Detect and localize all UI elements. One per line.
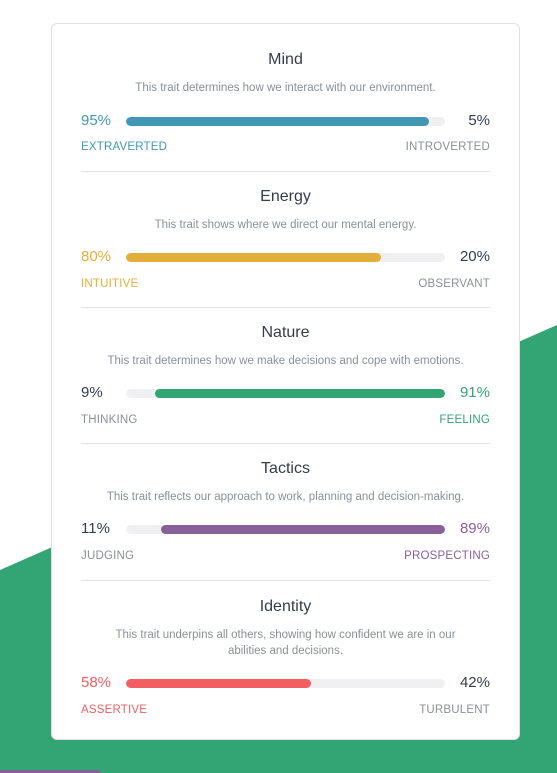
right-trait-label: FEELING	[439, 414, 490, 426]
trait-title: Tactics	[261, 460, 310, 477]
trait-description: This trait determines how we interact wi…	[135, 82, 436, 94]
right-trait-label: PROSPECTING	[404, 550, 490, 562]
trait-labels: JUDGING PROSPECTING	[81, 550, 490, 564]
trait-bar-row: 11% 89%	[81, 519, 490, 539]
trait-progress-fill	[126, 679, 312, 688]
left-trait-label: EXTRAVERTED	[81, 141, 168, 153]
trait-progress-track	[126, 253, 445, 262]
trait-progress-track	[126, 679, 445, 688]
trait-bar-row: 58% 42%	[81, 673, 490, 693]
trait-description: This trait reflects our approach to work…	[106, 491, 465, 503]
trait-progress-fill	[161, 525, 445, 534]
trait-progress-track	[126, 389, 445, 398]
trait-nature: Nature This trait determines how we make…	[81, 308, 490, 444]
left-trait-label: THINKING	[81, 414, 138, 426]
trait-description: This trait determines how we make decisi…	[107, 355, 464, 367]
trait-title: Identity	[259, 598, 312, 615]
trait-progress-fill	[126, 253, 382, 262]
trait-progress-fill	[154, 389, 445, 398]
left-trait-label: INTUITIVE	[81, 278, 139, 290]
trait-description: This trait underpins all others, showing…	[115, 629, 456, 657]
trait-labels: INTUITIVE OBSERVANT	[81, 278, 490, 292]
trait-title: Nature	[261, 324, 310, 341]
personality-traits-card: Mind This trait determines how we intera…	[51, 23, 520, 740]
left-percentage: 11%	[81, 520, 110, 537]
trait-progress-track	[126, 117, 445, 126]
trait-labels: EXTRAVERTED INTROVERTED	[81, 141, 490, 155]
right-percentage: 42%	[459, 674, 490, 691]
trait-labels: THINKING FEELING	[81, 414, 490, 428]
right-percentage: 89%	[459, 520, 490, 537]
trait-identity: Identity This trait underpins all others…	[81, 581, 490, 741]
trait-progress-fill	[126, 117, 430, 126]
right-trait-label: INTROVERTED	[405, 141, 490, 153]
trait-bar-row: 95% 5%	[81, 111, 490, 131]
trait-mind: Mind This trait determines how we intera…	[81, 24, 490, 172]
right-percentage: 5%	[468, 112, 490, 129]
trait-bar-row: 9% 91%	[81, 383, 490, 403]
left-trait-label: ASSERTIVE	[81, 704, 148, 716]
trait-labels: ASSERTIVE TURBULENT	[81, 704, 490, 718]
trait-description: This trait shows where we direct our men…	[154, 219, 417, 231]
trait-progress-track	[126, 525, 445, 534]
trait-title: Mind	[268, 51, 303, 68]
left-percentage: 95%	[81, 112, 112, 129]
left-trait-label: JUDGING	[81, 550, 135, 562]
right-trait-label: OBSERVANT	[418, 278, 490, 290]
right-trait-label: TURBULENT	[419, 704, 490, 716]
trait-energy: Energy This trait shows where we direct …	[81, 172, 490, 308]
right-percentage: 91%	[459, 384, 490, 401]
trait-title: Energy	[260, 188, 311, 205]
background-purple-strip	[0, 770, 100, 773]
right-percentage: 20%	[459, 248, 490, 265]
left-percentage: 58%	[81, 674, 112, 691]
left-percentage: 80%	[81, 248, 112, 265]
left-percentage: 9%	[81, 384, 103, 401]
trait-tactics: Tactics This trait reflects our approach…	[81, 444, 490, 581]
trait-bar-row: 80% 20%	[81, 247, 490, 267]
